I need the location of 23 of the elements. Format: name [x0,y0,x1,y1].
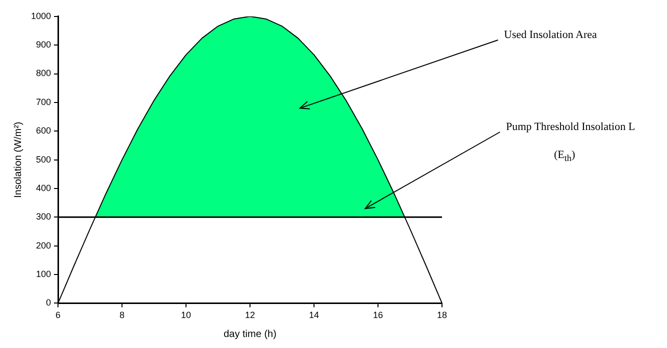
y-tick-label: 0 [46,298,52,308]
x-tick-label: 8 [120,310,125,320]
y-tick-label: 800 [36,68,52,78]
x-tick-label: 10 [181,310,192,320]
text: (E$_{th}$) [554,148,576,166]
y-tick-label: 300 [36,212,52,222]
y-tick-label: 600 [36,126,52,136]
x-axis-title: day time (h) [224,328,276,340]
y-tick-label: 900 [36,40,52,50]
x-tick-label: 18 [436,310,448,320]
x-tick-label: 16 [372,310,384,320]
y-tick-label: 500 [36,154,52,164]
x-tick-label: 6 [56,310,61,320]
y-tick-label: 100 [36,269,52,280]
x-tick-label: 12 [245,310,256,320]
text: Pump Threshold Insolation L [506,120,636,135]
y-tick-label: 700 [36,96,52,107]
y-tick-label: 200 [36,240,52,250]
y-tick-label: 400 [36,182,52,193]
x-tick-label: 14 [309,310,320,320]
y-axis-title: Insolation (W/m²) [12,122,24,198]
y-tick-label: 1000 [30,10,52,21]
text: Used Insolation Area [504,28,597,43]
